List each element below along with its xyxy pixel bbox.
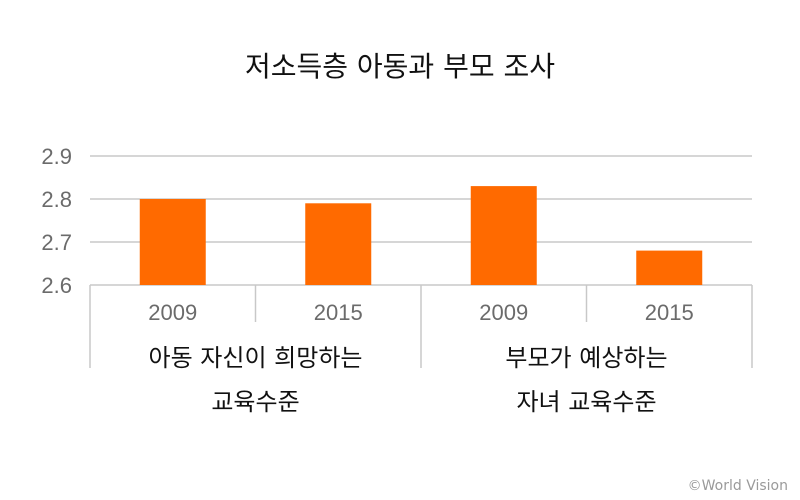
bars	[139, 186, 703, 285]
group-label: 아동 자신이 희망하는	[149, 344, 363, 372]
x-tick-label: 2015	[314, 300, 363, 325]
x-tick-label: 2015	[645, 300, 694, 325]
y-tick-label: 2.7	[41, 230, 72, 255]
y-tick-label: 2.6	[41, 273, 72, 298]
x-tick-label: 2009	[479, 300, 528, 325]
group-label: 부모가 예상하는	[505, 344, 667, 372]
bar	[305, 203, 372, 285]
credit-text: ©World Vision	[688, 478, 788, 494]
y-tick-label: 2.8	[41, 187, 72, 212]
bar	[139, 199, 206, 285]
bar	[470, 186, 537, 285]
bar	[636, 250, 703, 285]
y-tick-label: 2.9	[41, 144, 72, 169]
x-tick-label: 2009	[148, 300, 197, 325]
y-axis-ticks: 2.6 2.7 2.8 2.9	[41, 144, 72, 298]
chart-title: 저소득층 아동과 부모 조사	[245, 50, 555, 83]
group-label: 교육수준	[211, 388, 299, 416]
group-label: 자녀 교육수준	[516, 388, 656, 416]
